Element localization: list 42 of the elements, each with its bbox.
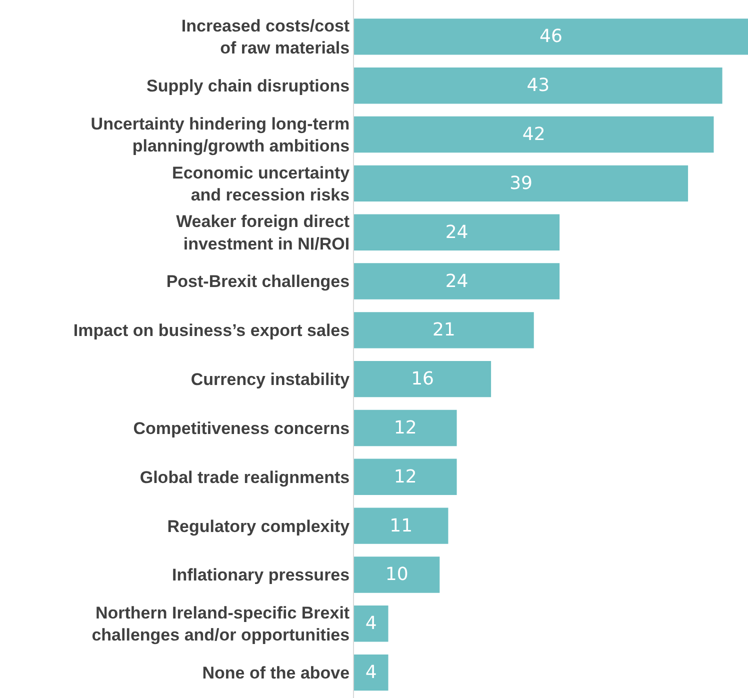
y-tick-label: Impact on business’s export sales [73, 321, 350, 340]
y-tick-label: Competitiveness concerns [133, 418, 350, 438]
y-tick-label: Supply chain disruptions [146, 76, 350, 96]
data-label: 43 [526, 75, 550, 96]
data-label: 42 [522, 124, 546, 146]
y-tick-label: Economic uncertainty and recession risks [172, 163, 350, 204]
y-tick-label: Northern Ireland-specific Brexit challenges and/or opportunities [92, 604, 350, 645]
bar [354, 606, 388, 642]
y-tick-label: Increased costs/cost of raw materials [181, 16, 350, 58]
data-label: 16 [411, 368, 434, 390]
bar [354, 556, 440, 593]
bar [354, 263, 560, 300]
bar [354, 508, 448, 544]
bar [354, 360, 492, 398]
data-label: 24 [445, 222, 468, 243]
y-tick-label: Inflationary pressures [172, 566, 350, 585]
data-label: 24 [445, 270, 468, 292]
data-label: 46 [540, 26, 562, 48]
data-label: 21 [432, 320, 456, 341]
y-tick-label: Post-Brexit challenges [166, 272, 350, 292]
y-tick-label: Regulatory complexity [167, 516, 350, 536]
bar [354, 312, 534, 348]
bar [354, 116, 714, 153]
bar [354, 214, 560, 250]
bar [354, 68, 722, 104]
y-tick-label: Currency instability [190, 370, 350, 390]
data-label: 39 [510, 172, 532, 194]
data-label: 12 [394, 466, 417, 488]
bar [354, 410, 457, 446]
data-label: 12 [394, 417, 417, 438]
y-tick-label: None of the above [202, 664, 350, 683]
bar [354, 165, 688, 202]
data-label: 10 [385, 564, 408, 586]
data-label: 4 [365, 662, 377, 684]
y-tick-label: Uncertainty hindering long-term planning/growth ambitions [90, 114, 350, 156]
bar [354, 458, 457, 496]
y-tick-label: Global trade realignments [140, 468, 350, 487]
bar [354, 654, 388, 691]
y-tick-label: Weaker foreign direct investment in NI/ROI [176, 212, 350, 254]
bar [354, 18, 748, 55]
data-label: 4 [365, 613, 377, 634]
data-label: 11 [390, 515, 413, 536]
